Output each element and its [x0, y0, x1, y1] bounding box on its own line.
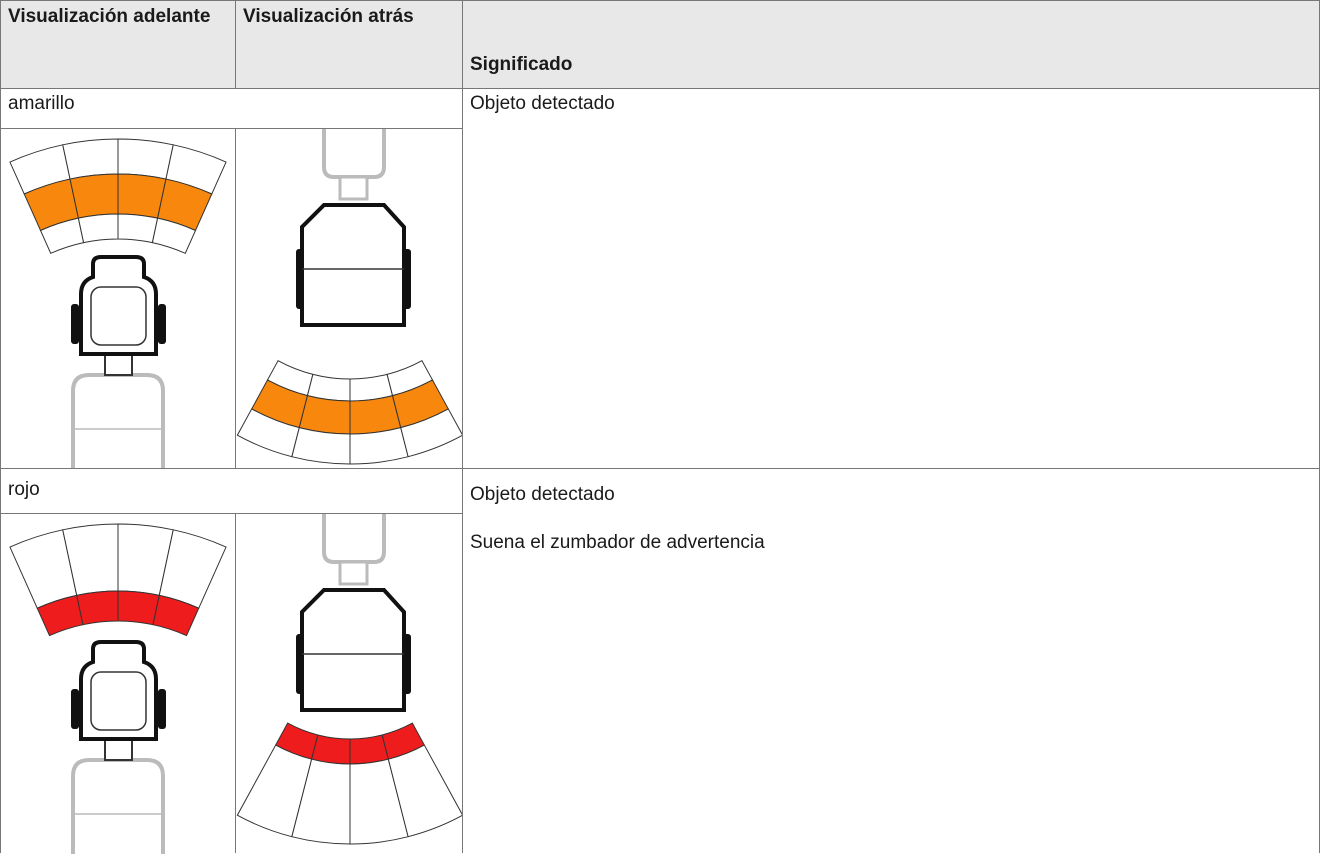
sensor-segment — [349, 395, 402, 435]
image-cell — [0, 513, 236, 854]
sensor-segment — [62, 138, 119, 180]
machine-body — [300, 203, 406, 327]
header-text: Visualización adelante — [8, 6, 211, 27]
machine-ghost — [71, 758, 165, 854]
sensor-segment — [117, 590, 160, 626]
label-text: rojo — [8, 479, 40, 500]
machine-window — [90, 671, 147, 731]
image-cell — [235, 128, 463, 469]
header-cell: Significado — [462, 0, 1320, 89]
header-cell: Visualización adelante — [0, 0, 236, 89]
meaning-cell: Objeto detectado Suena el zumbador de adv… — [462, 468, 1320, 853]
sensor-segment — [117, 213, 159, 244]
label-text: amarillo — [8, 93, 75, 114]
sensor-segment — [311, 734, 351, 765]
meaning-text: Objeto detectado — [470, 484, 615, 505]
rear-icon — [236, 129, 463, 465]
sensor-segment — [69, 173, 119, 219]
machine-ghost — [71, 373, 165, 469]
image-cell — [0, 128, 236, 469]
machine-neck — [338, 560, 369, 586]
sensor-segment — [152, 594, 200, 637]
front-icon — [9, 523, 227, 854]
header-text: Significado — [470, 54, 573, 75]
label-cell: amarillo — [0, 88, 463, 129]
machine-ghost — [322, 129, 386, 179]
machine-bar — [158, 689, 166, 729]
machine-bar — [71, 304, 79, 344]
machine-body — [300, 588, 406, 712]
sensor-segment — [298, 395, 351, 435]
machine-neck — [338, 175, 369, 201]
meaning-text: Suena el zumbador de advertencia — [470, 532, 765, 553]
label-cell: rojo — [0, 468, 463, 514]
meaning-text: Objeto detectado — [470, 93, 615, 114]
meaning-cell: Objeto detectado — [462, 88, 1320, 469]
machine-ghost — [322, 514, 386, 564]
sensor-segment — [77, 213, 119, 244]
image-cell — [235, 513, 463, 853]
machine-body — [79, 640, 158, 741]
front-icon — [9, 138, 227, 469]
header-text: Visualización atrás — [243, 6, 414, 27]
sensor-segment — [349, 734, 389, 765]
header-cell: Visualización atrás — [235, 0, 463, 89]
machine-body — [79, 255, 158, 356]
machine-bar — [71, 689, 79, 729]
sensor-segment — [117, 138, 174, 180]
sensor-segment — [76, 590, 119, 626]
machine-window — [90, 286, 147, 346]
rear-icon — [236, 514, 463, 845]
machine-bar — [158, 304, 166, 344]
sensor-segment — [151, 217, 197, 255]
